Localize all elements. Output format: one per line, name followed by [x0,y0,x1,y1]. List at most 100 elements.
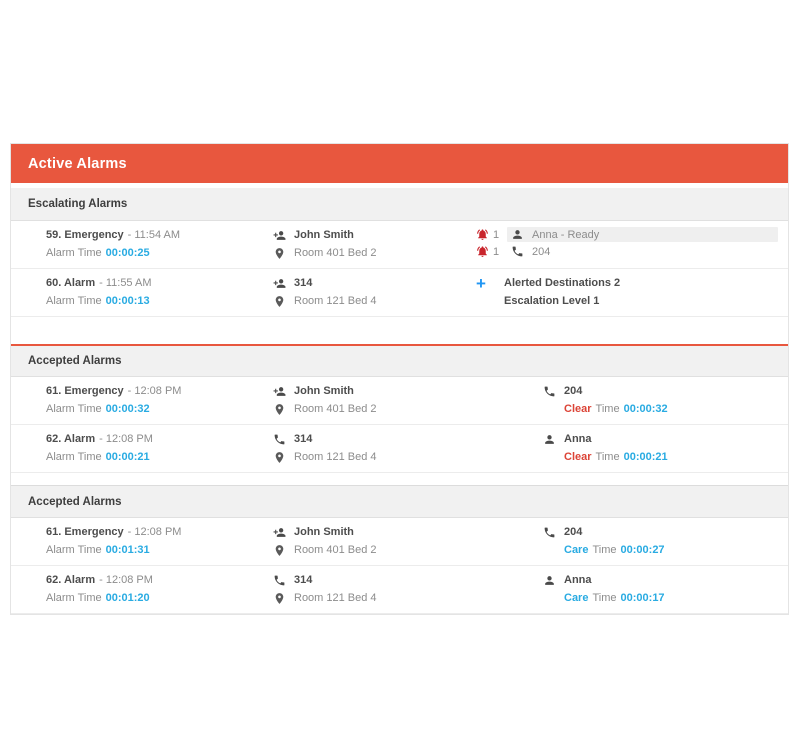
alarm-title: 59. Emergency [46,229,124,241]
timer-label: Alarm Time [46,247,102,259]
escalation-level-label: Escalation Level 1 [504,295,600,307]
section-accepted-alarms-2: Accepted Alarms 61. Emergency - 12:08 PM … [11,485,788,614]
alarm-timer: 00:01:31 [105,544,150,556]
person-icon [543,433,556,446]
alarm-row-61b[interactable]: 61. Emergency - 12:08 PM Alarm Time 00:01:… [11,518,788,566]
room-location: Room 401 Bed 2 [294,247,377,259]
status-timer: 00:00:21 [623,451,668,463]
section-escalating-alarms: Escalating Alarms 59. Emergency - 11:54 A… [11,188,788,344]
alarm-title: 61. Emergency [46,385,124,397]
alarm-clock-time: - 12:08 PM [99,574,153,586]
section-spacer [11,317,788,344]
alarm-title: 62. Alarm [46,433,96,445]
expand-destinations-icon[interactable]: + [476,273,486,293]
header-gap [11,183,788,188]
alarm-timer: 00:00:32 [105,403,150,415]
alarm-bell-icon [476,228,489,241]
alarm-timer: 00:00:25 [105,247,150,259]
alert-count: 1 [493,228,500,241]
person-icon [511,228,524,241]
alarm-title: 60. Alarm [46,277,96,289]
accepted-by: 204 Clear Time 00:00:32 [543,382,788,418]
alarm-info: 62. Alarm - 12:08 PM Alarm Time 00:00:21 [11,430,273,466]
status-timer: 00:00:32 [623,403,668,415]
destination-highlight: Anna - Ready [507,227,778,242]
status-label: Care [564,592,589,604]
alarm-title: 61. Emergency [46,526,124,538]
patient-info: John Smith Room 401 Bed 2 [273,523,543,559]
patient-name: 314 [294,433,313,445]
section-accepted-alarms-1: Accepted Alarms 61. Emergency - 12:08 PM … [11,344,788,485]
phone-icon [543,526,556,539]
alarm-bell-icon [476,245,489,258]
patient-name: John Smith [294,526,354,538]
patient-name: 314 [294,574,313,586]
accepted-by: Anna Clear Time 00:00:21 [543,430,788,466]
section-header: Accepted Alarms [11,485,788,518]
location-pin-icon [273,403,286,416]
phone-icon [543,385,556,398]
alarm-row-60[interactable]: 60. Alarm - 11:55 AM Alarm Time 00:00:13 3… [11,269,788,317]
status-timer: 00:00:27 [620,544,665,556]
section-title-label: Escalating Alarms [28,198,128,210]
patient-info: 314 Room 121 Bed 4 [273,571,543,607]
destination-name: 204 [532,245,551,258]
location-pin-icon [273,592,286,605]
panel-title: Active Alarms [28,155,127,172]
location-pin-icon [273,295,286,308]
alarm-info: 60. Alarm - 11:55 AM Alarm Time 00:00:13 [11,274,273,310]
section-title-label: Accepted Alarms [28,355,122,367]
alarm-info: 61. Emergency - 12:08 PM Alarm Time 00:01:… [11,523,273,559]
alert-count: 1 [493,245,500,258]
alarm-clock-time: - 11:54 AM [127,229,181,241]
person-add-icon [273,385,286,398]
room-location: Room 121 Bed 4 [294,295,377,307]
phone-icon [511,245,524,258]
person-icon [543,574,556,587]
alert-destinations: 1 Anna - Ready 1 204 [476,226,788,262]
patient-info: 314 Room 121 Bed 4 [273,274,476,310]
room-location: Room 121 Bed 4 [294,592,377,604]
alarm-info: 59. Emergency - 11:54 AM Alarm Time 00:00:… [11,226,273,262]
section-header: Accepted Alarms [11,344,788,377]
time-word: Time [595,403,620,415]
alarm-row-61[interactable]: 61. Emergency - 12:08 PM Alarm Time 00:00:… [11,377,788,425]
room-location: Room 121 Bed 4 [294,451,377,463]
person-add-icon [273,229,286,242]
alarm-info: 62. Alarm - 12:08 PM Alarm Time 00:01:20 [11,571,273,607]
person-add-icon [273,526,286,539]
accepted-by: 204 Care Time 00:00:27 [543,523,788,559]
status-timer: 00:00:17 [620,592,665,604]
patient-info: John Smith Room 401 Bed 2 [273,382,543,418]
patient-info: John Smith Room 401 Bed 2 [273,226,476,262]
alerted-destinations-label: Alerted Destinations 2 [504,277,621,289]
destination-row: 1 204 [476,243,778,260]
alarm-row-62[interactable]: 62. Alarm - 12:08 PM Alarm Time 00:00:21 3… [11,425,788,473]
status-label: Clear [564,403,592,415]
phone-icon [273,574,286,587]
timer-label: Alarm Time [46,451,102,463]
acceptor-name: Anna [564,433,592,445]
alarm-info: 61. Emergency - 12:08 PM Alarm Time 00:00:… [11,382,273,418]
alarm-timer: 00:00:21 [105,451,150,463]
section-spacer [11,473,788,485]
section-title-label: Accepted Alarms [28,495,122,508]
room-location: Room 401 Bed 2 [294,403,377,415]
status-label: Clear [564,451,592,463]
alarm-clock-time: - 12:08 PM [127,526,182,538]
alarm-clock-time: - 11:55 AM [99,277,152,289]
acceptor-name: 204 [564,526,583,538]
timer-label: Alarm Time [46,544,102,556]
alarm-timer: 00:01:20 [105,592,150,604]
patient-name: John Smith [294,385,354,397]
alarm-row-59[interactable]: 59. Emergency - 11:54 AM Alarm Time 00:00:… [11,221,788,269]
patient-name: John Smith [294,229,354,241]
alarm-row-62b[interactable]: 62. Alarm - 12:08 PM Alarm Time 00:01:20 3… [11,566,788,614]
status-label: Care [564,544,589,556]
time-word: Time [592,592,617,604]
location-pin-icon [273,544,286,557]
time-word: Time [592,544,617,556]
location-pin-icon [273,451,286,464]
alarm-timer: 00:00:13 [105,295,150,307]
alerted-summary: + Alerted Destinations 2 Escalation Level… [476,274,788,310]
